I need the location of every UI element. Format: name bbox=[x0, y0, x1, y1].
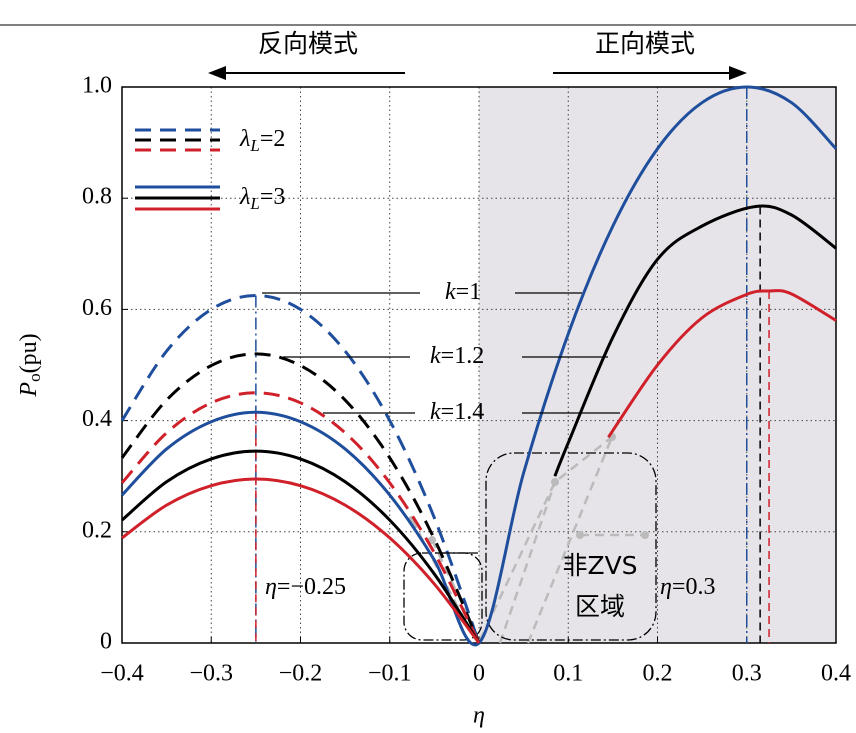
annotation: k=1 bbox=[445, 279, 481, 305]
annotation-var: k bbox=[430, 399, 441, 425]
legend-text: =3 bbox=[260, 184, 286, 210]
legend-symbol: λ bbox=[239, 126, 250, 152]
y-tick-label: 0.8 bbox=[82, 184, 112, 210]
x-tick-label: −0.1 bbox=[368, 661, 412, 687]
y-axis-label: Po(pu) bbox=[16, 333, 44, 397]
annotation-text: =1 bbox=[456, 279, 482, 305]
plot: −0.4 −0.3 −0.2 −0.1 0 0.1 0.2 0.3 0.4 0 0.2 0.4 0.6 0… bbox=[82, 73, 851, 687]
legend-symbol: λ bbox=[239, 184, 250, 210]
plot-background bbox=[121, 86, 837, 644]
series-line bbox=[120, 293, 481, 644]
annotation-var: k bbox=[445, 279, 456, 305]
header-right: 正向模式 bbox=[595, 29, 695, 58]
legend-text: =2 bbox=[260, 126, 286, 152]
series-line bbox=[120, 391, 481, 644]
y-tick-label: 0.6 bbox=[82, 295, 112, 321]
header-left: 反向模式 bbox=[258, 29, 358, 58]
annotation-text: =1.4 bbox=[441, 399, 485, 425]
x-tick-label: 0.3 bbox=[732, 661, 762, 687]
legend-label: λL=2 bbox=[239, 126, 285, 155]
annotation: η=−0.25 bbox=[265, 574, 346, 600]
series-line bbox=[120, 352, 481, 644]
annotation-var: η bbox=[265, 574, 277, 600]
y-tick-label: 0.4 bbox=[82, 406, 112, 432]
x-axis-label: η bbox=[473, 703, 485, 729]
series-line bbox=[121, 289, 837, 644]
annotation-leaders bbox=[262, 292, 620, 554]
x-tick-label: 0.1 bbox=[553, 661, 583, 687]
annotation-var: k bbox=[430, 343, 441, 369]
y-label-sub: o bbox=[25, 373, 44, 382]
x-tick-label: −0.3 bbox=[189, 661, 233, 687]
header-arrows bbox=[208, 66, 747, 80]
annotation: k=1.4 bbox=[430, 399, 484, 425]
y-tick-label: 0 bbox=[100, 629, 112, 655]
y-label-unit: (pu) bbox=[16, 333, 42, 373]
legend-sub: L bbox=[249, 194, 259, 213]
annotation: k=1.2 bbox=[430, 343, 484, 369]
region-label: 非ZVS bbox=[562, 551, 637, 580]
annotation-var: η bbox=[660, 574, 672, 600]
x-tick-label: 0 bbox=[473, 661, 485, 687]
x-tick-label: −0.2 bbox=[279, 661, 323, 687]
legend-sub: L bbox=[249, 136, 259, 155]
annotation: η=0.3 bbox=[660, 574, 715, 600]
region-label: 区域 bbox=[575, 592, 625, 621]
legend-label: λL=3 bbox=[239, 184, 285, 213]
x-tick-label: 0.4 bbox=[821, 661, 851, 687]
annotation-text: =1.2 bbox=[441, 343, 485, 369]
y-tick-label: 1.0 bbox=[82, 73, 112, 99]
series-line bbox=[121, 204, 837, 644]
y-label-main: P bbox=[16, 382, 42, 398]
y-tick-label: 0.2 bbox=[82, 517, 112, 543]
annotation-text: =0.3 bbox=[672, 574, 716, 600]
series-line bbox=[120, 85, 838, 647]
annotation-text: =−0.25 bbox=[277, 574, 346, 600]
x-tick-label: 0.2 bbox=[643, 661, 673, 687]
x-tick-label: −0.4 bbox=[100, 661, 144, 687]
